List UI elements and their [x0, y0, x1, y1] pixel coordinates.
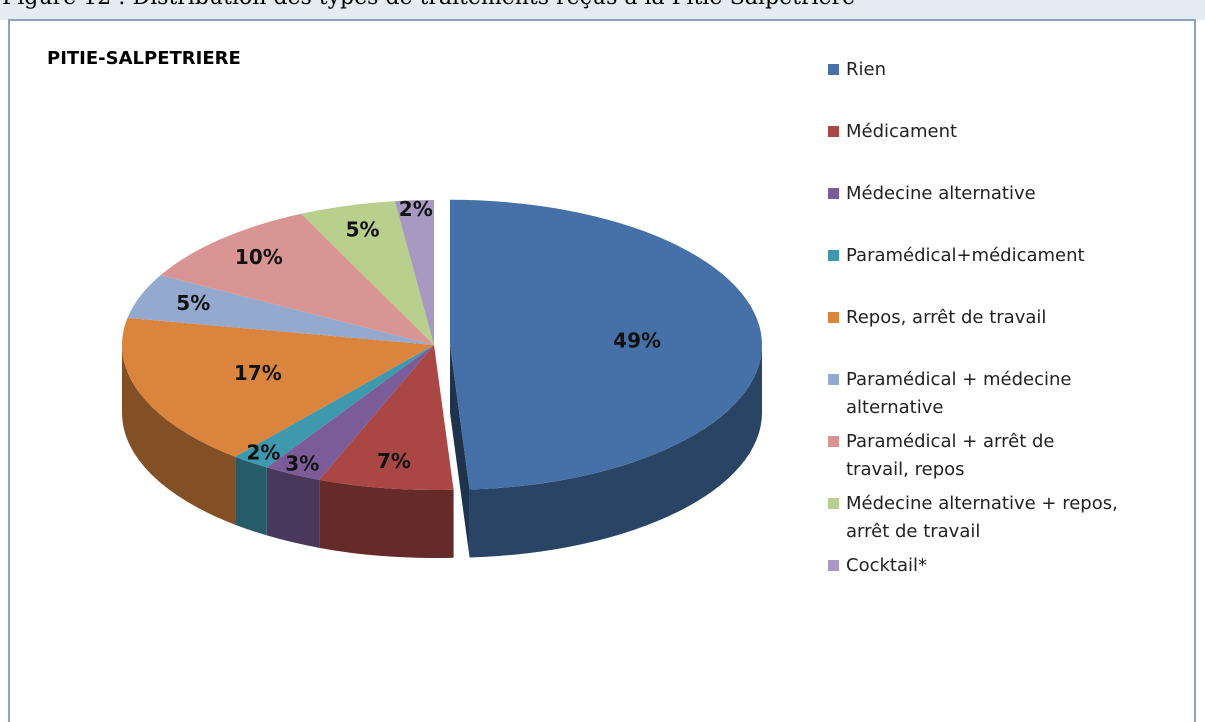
caption: Figure 12 : Distribution des types de tr…	[2, 0, 855, 10]
caption-band	[0, 0, 1205, 20]
legend-label: Paramédical+médicament	[846, 245, 1085, 266]
slice	[266, 345, 434, 480]
slice	[160, 213, 434, 345]
data-label: 10%	[235, 245, 283, 269]
slice	[319, 345, 454, 490]
data-label: 49%	[613, 329, 661, 353]
slice-side	[319, 479, 454, 558]
slice	[394, 200, 434, 345]
legend-label: Paramédical + arrêt de travail, repos	[846, 431, 1060, 480]
legend-swatch	[828, 374, 839, 385]
legend-line: Paramédical + arrêt de	[846, 431, 1060, 452]
legend-swatch	[828, 436, 839, 447]
slice-side	[469, 344, 762, 558]
data-label: 17%	[234, 361, 282, 385]
legend-swatch	[828, 312, 839, 323]
slice	[301, 201, 434, 345]
legend-label: Médicament	[846, 121, 957, 142]
data-label: 2%	[399, 197, 433, 221]
legend-swatch	[828, 560, 839, 571]
data-label: 5%	[346, 217, 380, 241]
slice-side	[266, 467, 320, 548]
legend-line: alternative	[846, 397, 943, 418]
slice	[449, 199, 762, 490]
legend-line: travail, repos	[846, 459, 965, 480]
legend-swatch	[828, 250, 839, 261]
legend-swatch	[828, 188, 839, 199]
legend-label: Rien	[846, 59, 886, 80]
legend-line: Paramédical + médecine	[846, 369, 1077, 390]
legend-swatch	[828, 498, 839, 509]
legend-line: arrêt de travail	[846, 521, 980, 542]
data-label: 5%	[176, 291, 210, 315]
slice-side	[235, 456, 267, 536]
legend-label: Paramédical + médecine alternative	[846, 369, 1077, 418]
legend-label: Médecine alternative + repos, arrêt de t…	[846, 493, 1124, 542]
slice	[121, 317, 434, 457]
legend-line: Médecine alternative + repos,	[846, 493, 1124, 514]
legend-label: Cocktail*	[846, 555, 927, 576]
legend-label: Médecine alternative	[846, 183, 1036, 204]
slice	[235, 345, 434, 468]
chart-title: PITIE-SALPETRIERE	[47, 48, 241, 69]
legend-swatch	[828, 64, 839, 75]
legend-swatch	[828, 126, 839, 137]
slice	[127, 275, 435, 345]
data-label: 7%	[377, 449, 411, 473]
slice-face	[449, 344, 470, 558]
data-label: 2%	[246, 441, 280, 465]
legend-label: Repos, arrêt de travail	[846, 307, 1046, 328]
data-label: 3%	[285, 452, 319, 476]
slice-side	[122, 345, 236, 525]
